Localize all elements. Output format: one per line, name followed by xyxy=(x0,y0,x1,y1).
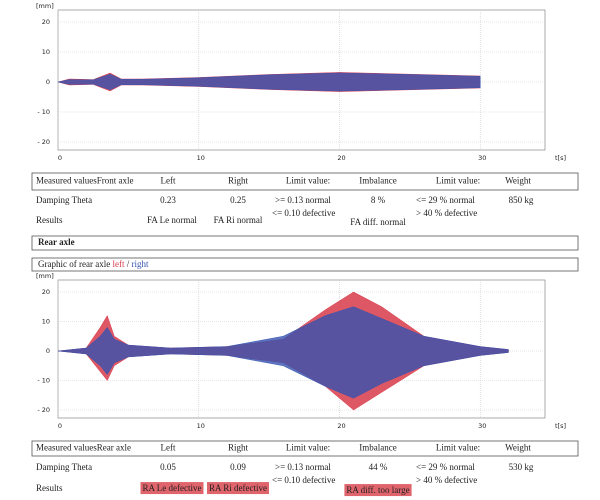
limit-value: >= 0.13 normal xyxy=(275,462,331,472)
y-tick-label: 20 xyxy=(42,288,50,296)
x-tick-label: 0 xyxy=(58,422,62,430)
x-unit: t[s] xyxy=(555,422,566,430)
table-header-box xyxy=(31,172,579,191)
table-header: Weight xyxy=(505,176,531,186)
section-box xyxy=(31,257,579,272)
imbalance: 8 % xyxy=(371,195,386,205)
table-header: Imbalance xyxy=(359,176,396,186)
limit-value: <= 0.10 defective xyxy=(272,208,335,218)
table-header: Limit value: xyxy=(436,443,480,453)
result-highlight xyxy=(344,484,412,497)
result: FA Le normal xyxy=(147,215,197,225)
legend-left: left xyxy=(112,259,124,269)
limit-value: >= 0.13 normal xyxy=(275,195,331,205)
x-tick-label: 30 xyxy=(478,422,486,430)
weight: 530 kg xyxy=(509,462,534,472)
graphic-label: Graphic of rear axle left / right xyxy=(38,259,149,269)
oscillation-envelope xyxy=(57,72,481,92)
y-tick-label: 0 xyxy=(46,347,50,355)
limit-value: <= 29 % normal xyxy=(416,195,475,205)
y-tick-label: - 20 xyxy=(37,138,50,146)
table-header: Left xyxy=(161,176,176,186)
y-tick-label: 0 xyxy=(46,78,50,86)
x-tick-label: 20 xyxy=(337,154,345,162)
section-heading: Rear axle xyxy=(38,237,75,247)
x-unit: t[s] xyxy=(555,154,566,162)
graphic-label-text: Graphic of rear axle xyxy=(38,259,112,269)
result: FA Ri normal xyxy=(214,215,263,225)
result-highlight xyxy=(140,482,204,495)
x-tick-label: 30 xyxy=(478,154,486,162)
row-label: Damping Theta xyxy=(36,462,92,472)
row-label: Results xyxy=(36,215,63,225)
y-tick-label: - 10 xyxy=(37,377,50,385)
table-header: Measured valuesRear axle xyxy=(36,443,131,453)
row-label: Damping Theta xyxy=(36,195,92,205)
table-header: Limit value: xyxy=(286,176,330,186)
oscillation-envelope xyxy=(57,306,509,399)
damping-right: 0.25 xyxy=(230,195,246,205)
result-highlight xyxy=(207,482,269,495)
damping-left: 0.05 xyxy=(160,462,176,472)
damping-right: 0.09 xyxy=(230,462,246,472)
x-tick-label: 0 xyxy=(58,154,62,162)
section-box xyxy=(31,235,579,251)
table-header: Limit value: xyxy=(286,443,330,453)
damping-left: 0.23 xyxy=(160,195,176,205)
row-label: Results xyxy=(36,483,63,493)
result: RA Ri defective xyxy=(209,483,267,493)
y-tick-label: 20 xyxy=(42,18,50,26)
weight: 850 kg xyxy=(509,195,534,205)
result: RA diff. too large xyxy=(346,485,409,495)
result: RA Le defective xyxy=(143,483,202,493)
table-header-box xyxy=(31,440,579,457)
table-header: Measured valuesFront axle xyxy=(36,176,133,186)
limit-value: > 40 % defective xyxy=(416,475,477,485)
y-unit: [mm] xyxy=(36,2,54,10)
table-header: Right xyxy=(228,443,249,453)
table-header: Right xyxy=(228,176,249,186)
y-tick-label: - 10 xyxy=(37,108,50,116)
y-tick-label: - 20 xyxy=(37,406,50,414)
x-tick-label: 20 xyxy=(337,422,345,430)
y-tick-label: 10 xyxy=(42,318,50,326)
y-tick-label: 10 xyxy=(42,48,50,56)
limit-value: <= 29 % normal xyxy=(416,462,475,472)
x-tick-label: 10 xyxy=(197,422,205,430)
table-header: Left xyxy=(161,443,176,453)
x-tick-label: 10 xyxy=(197,154,205,162)
imbalance: 44 % xyxy=(369,462,388,472)
limit-value: <= 0.10 defective xyxy=(272,475,335,485)
table-header: Weight xyxy=(505,443,531,453)
table-header: Limit value: xyxy=(436,176,480,186)
table-header: Imbalance xyxy=(359,443,396,453)
limit-value: > 40 % defective xyxy=(416,208,477,218)
y-unit: [mm] xyxy=(36,272,54,280)
result: FA diff. normal xyxy=(350,217,406,227)
legend-sep: / xyxy=(124,259,131,269)
legend-right: right xyxy=(131,259,148,269)
